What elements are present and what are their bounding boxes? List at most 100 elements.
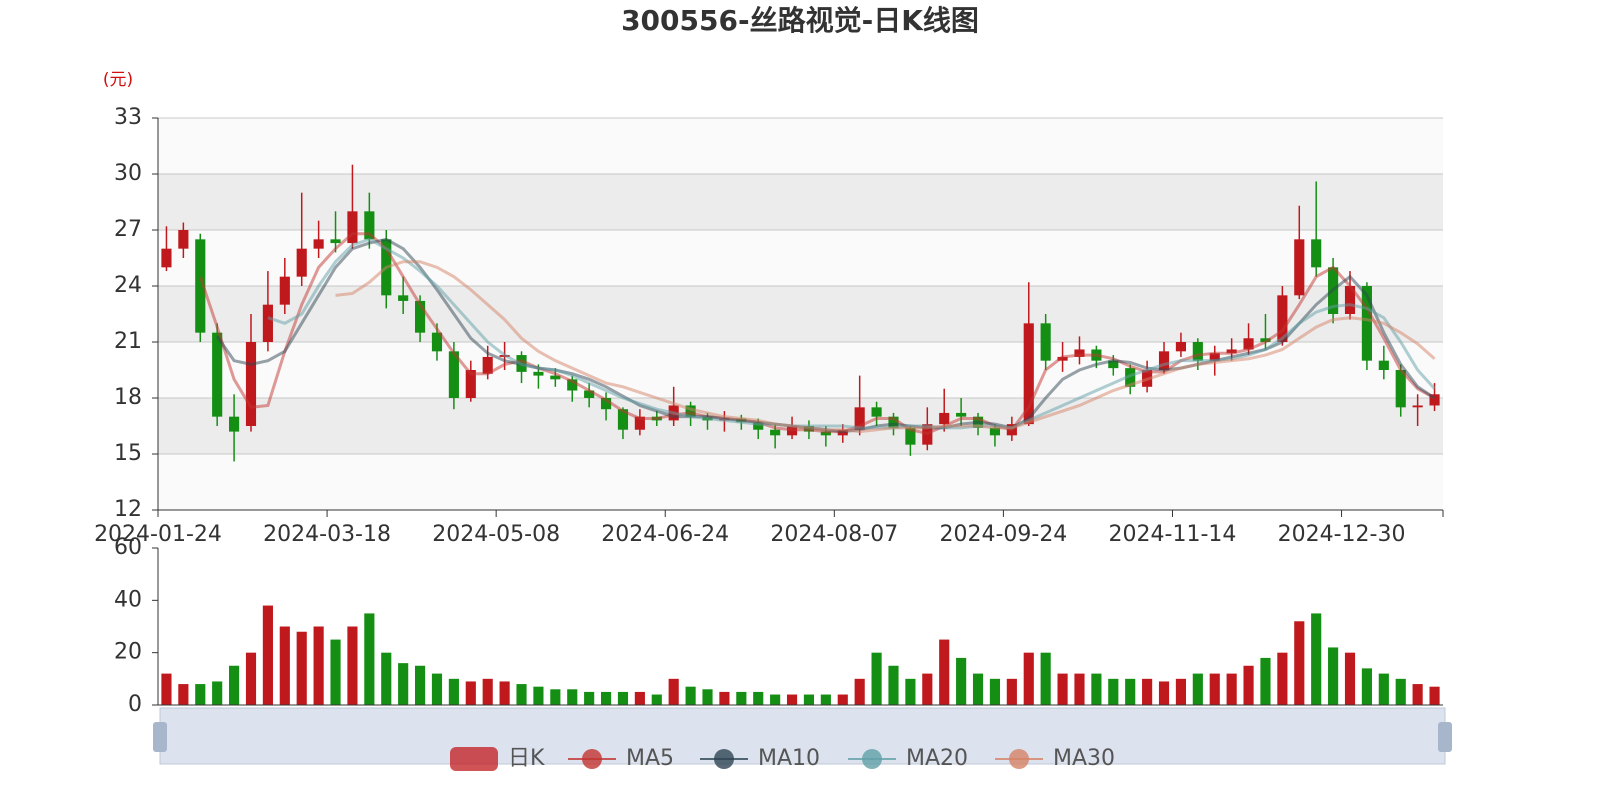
volume-bar <box>195 684 206 705</box>
volume-bar <box>330 639 341 705</box>
candle-body <box>1243 338 1254 350</box>
legend-swatch <box>1009 749 1029 769</box>
legend-label: MA10 <box>758 746 820 771</box>
candle-body <box>1158 351 1170 370</box>
candle-body <box>448 351 459 398</box>
candle-body <box>161 248 172 268</box>
candle-body <box>584 390 595 398</box>
legend-item[interactable]: MA5 <box>568 746 674 771</box>
y-axis-unit: (元) <box>103 70 133 90</box>
candle-body <box>1226 349 1237 354</box>
candle-body <box>195 239 206 333</box>
candle-body <box>1344 286 1356 314</box>
candle-body <box>364 211 375 240</box>
grid-band <box>158 454 1443 510</box>
x-tick-label: 2024-01-24 <box>94 522 222 547</box>
candle-body <box>1108 360 1119 369</box>
volume-bar <box>1040 652 1051 705</box>
volume-bar <box>1277 652 1288 705</box>
volume-bar <box>313 626 324 705</box>
grid-band <box>158 342 1443 398</box>
volume-bar <box>685 686 696 705</box>
volume-bar <box>431 673 443 705</box>
volume-bar <box>279 626 290 705</box>
y-tick-label: 12 <box>114 497 142 522</box>
candle-body <box>1209 353 1220 361</box>
legend-item[interactable]: MA30 <box>995 746 1115 771</box>
volume-bar <box>634 691 645 705</box>
volume-bar <box>1226 673 1237 705</box>
volume-bar <box>296 631 307 705</box>
candle-body <box>229 416 240 432</box>
candle-body <box>1192 342 1203 361</box>
legend-swatch <box>450 747 498 771</box>
volume-bar <box>1209 673 1220 705</box>
volume-bar <box>753 691 764 705</box>
candle-body <box>296 248 307 277</box>
legend-label: MA20 <box>906 746 968 771</box>
volume-bar <box>1175 678 1186 705</box>
volume-bar <box>567 689 578 705</box>
y-tick-label: 18 <box>114 385 142 410</box>
y-tick-label: 20 <box>114 640 142 665</box>
legend-item[interactable]: 日K <box>450 746 545 771</box>
y-tick-label: 15 <box>114 441 142 466</box>
volume-bar <box>972 673 984 705</box>
candle-body <box>871 407 882 417</box>
volume-bar <box>1125 678 1136 705</box>
candle-body <box>617 409 629 430</box>
volume-bar <box>482 678 493 705</box>
volume-bar <box>1074 673 1085 705</box>
x-tick-label: 2024-08-07 <box>770 522 898 547</box>
volume-bar <box>229 665 240 705</box>
candle-body <box>905 427 916 445</box>
volume-bar <box>837 694 848 705</box>
y-tick-label: 21 <box>114 329 142 354</box>
x-tick-label: 2024-09-24 <box>939 522 1067 547</box>
volume-bar <box>550 689 561 705</box>
zoom-handle-left[interactable] <box>153 722 167 752</box>
volume-bar <box>1328 647 1339 705</box>
zoom-slider[interactable] <box>159 707 1446 765</box>
candle-body <box>212 332 223 417</box>
volume-bar <box>499 681 510 705</box>
candle-body <box>398 295 409 301</box>
volume-bar <box>871 652 882 705</box>
volume-bar <box>956 657 967 705</box>
volume-bar <box>1412 684 1423 705</box>
ma-line <box>198 232 1436 436</box>
grid-band <box>158 286 1443 342</box>
volume-bar <box>922 673 933 705</box>
volume-bar <box>533 686 544 705</box>
zoom-handle-right[interactable] <box>1438 722 1452 752</box>
volume-bar <box>905 678 916 705</box>
legend-item[interactable]: MA10 <box>700 746 820 771</box>
legend-item[interactable]: MA20 <box>848 746 968 771</box>
volume-bar <box>651 694 662 705</box>
candle-body <box>1125 368 1136 387</box>
candle-body <box>465 370 476 398</box>
ma-line <box>267 237 1436 430</box>
volume-bar <box>736 691 747 705</box>
candle-body <box>262 304 273 342</box>
x-tick-label: 2024-05-08 <box>432 522 560 547</box>
volume-bar <box>161 673 172 705</box>
x-tick-label: 2024-12-30 <box>1278 522 1406 547</box>
volume-bar <box>1243 665 1254 705</box>
y-tick-label: 27 <box>114 217 142 242</box>
candle-body <box>939 412 950 425</box>
volume-bar <box>398 663 409 705</box>
candle-body <box>431 332 443 352</box>
candle-body <box>685 405 696 417</box>
volume-bar <box>1311 613 1322 705</box>
volume-bar <box>516 684 527 705</box>
volume-bar <box>803 694 815 705</box>
candle-body <box>753 422 764 430</box>
volume-bar <box>820 694 831 705</box>
volume-bar <box>1158 681 1170 705</box>
candle-body <box>279 276 290 305</box>
candle-body <box>1023 323 1034 425</box>
volume-bar <box>1260 657 1271 705</box>
